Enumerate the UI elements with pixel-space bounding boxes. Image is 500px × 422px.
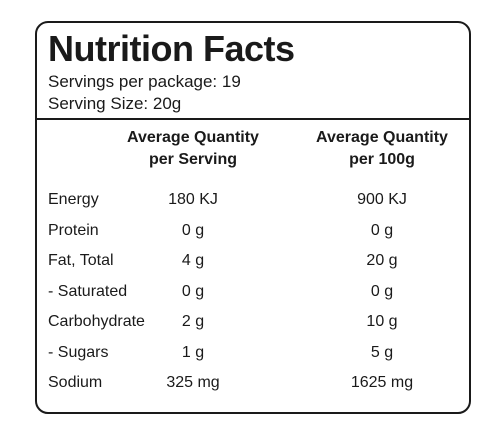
nutrient-row-energy: Energy 180 KJ 900 KJ <box>37 185 469 216</box>
value-per-100g: 10 g <box>366 313 398 330</box>
nutrient-name: Energy <box>48 191 99 208</box>
panel-title: Nutrition Facts <box>48 28 295 69</box>
serving-size: Serving Size: 20g <box>48 94 182 113</box>
value-per-100g: 1625 mg <box>350 374 414 391</box>
value-per-100g: 20 g <box>366 252 398 269</box>
nutrition-facts-panel: Nutrition Facts Servings per package: 19… <box>35 21 471 414</box>
value-per-serving: 0 g <box>181 221 205 239</box>
nutrient-table: Energy 180 KJ 900 KJ Protein 0 g 0 g Fat… <box>37 185 469 399</box>
nutrient-name: Carbohydrate <box>48 313 145 330</box>
value-per-serving: 1 g <box>181 343 205 361</box>
column-header-per-serving: Average Quantity per Serving <box>118 127 268 171</box>
nutrient-row-fat-total: Fat, Total 4 g 20 g <box>37 246 469 277</box>
servings-per-package: Servings per package: 19 <box>48 72 241 91</box>
column-header-per-serving-line-2: per Serving <box>148 151 238 168</box>
value-per-serving: 0 g <box>181 282 205 300</box>
nutrient-row-sugars: - Sugars 1 g 5 g <box>37 338 469 369</box>
value-per-serving: 4 g <box>181 252 205 269</box>
nutrient-name: - Saturated <box>48 282 128 300</box>
value-per-100g: 0 g <box>370 282 394 300</box>
nutrient-name: - Sugars <box>48 343 109 361</box>
value-per-serving: 2 g <box>181 313 205 330</box>
header-divider <box>37 118 469 120</box>
nutrient-name: Sodium <box>48 374 103 391</box>
nutrient-name: Fat, Total <box>48 252 114 269</box>
nutrient-name: Protein <box>48 221 99 239</box>
nutrient-row-sodium: Sodium 325 mg 1625 mg <box>37 368 469 399</box>
column-header-per-100g-line-1: Average Quantity <box>316 129 448 146</box>
value-per-serving: 180 KJ <box>168 191 218 208</box>
column-header-per-100g-line-2: per 100g <box>349 151 415 168</box>
column-header-per-100g: Average Quantity per 100g <box>292 127 469 171</box>
value-per-100g: 5 g <box>370 343 394 361</box>
nutrient-row-saturated: - Saturated 0 g 0 g <box>37 277 469 308</box>
value-per-100g: 900 KJ <box>357 191 407 208</box>
value-per-serving: 325 mg <box>166 374 220 391</box>
value-per-100g: 0 g <box>370 221 394 239</box>
nutrient-row-protein: Protein 0 g 0 g <box>37 216 469 247</box>
nutrient-row-carbohydrate: Carbohydrate 2 g 10 g <box>37 307 469 338</box>
column-header-per-serving-line-1: Average Quantity <box>127 129 259 146</box>
